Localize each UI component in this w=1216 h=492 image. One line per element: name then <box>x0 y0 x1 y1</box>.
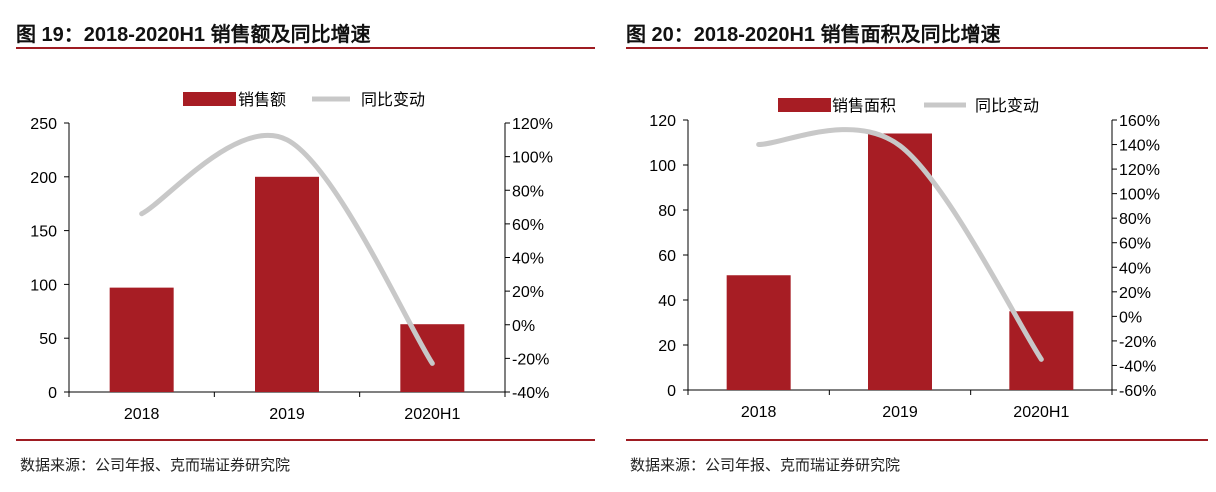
source-note: 数据来源：公司年报、克而瑞证券研究院 <box>630 457 901 474</box>
bar <box>868 133 932 390</box>
y-tick-label: 20 <box>658 338 676 355</box>
legend-bar-swatch <box>778 98 831 112</box>
y2-tick-label: 60% <box>512 217 544 234</box>
chart-panel-2: 图 20：2018-2020H1 销售面积及同比增速 0 20 40 60 80 100 1… <box>626 0 1208 492</box>
legend-bar-swatch <box>183 92 236 106</box>
bar <box>726 275 791 390</box>
source-note: 数据来源：公司年报、克而瑞证券研究院 <box>20 457 291 474</box>
y2-tick-label: 40% <box>1119 260 1151 277</box>
source-rule <box>626 439 1208 441</box>
y2-tick-label: 140% <box>1119 138 1160 155</box>
y2-tick-label: 100% <box>1119 187 1160 204</box>
y-tick-label: 120 <box>649 113 676 130</box>
y2-tick-label: 80% <box>1119 211 1151 228</box>
y2-tick-label: 0% <box>1119 309 1142 326</box>
y-tick-label: 150 <box>30 224 57 241</box>
title-rule <box>626 47 1208 49</box>
y-tick-label: 100 <box>30 277 57 294</box>
y2-tick-label: 20% <box>1119 285 1151 302</box>
title-rule <box>16 47 595 49</box>
series-line <box>139 132 435 366</box>
y-tick-label: 0 <box>667 383 676 400</box>
y-tick-label: 250 <box>30 116 57 133</box>
y2-tick-label: -20% <box>512 351 549 368</box>
y2-tick-label: 20% <box>512 284 544 301</box>
legend-line-label: 同比变动 <box>975 97 1039 115</box>
y2-tick-label: -40% <box>512 385 549 402</box>
y-tick-label: 100 <box>649 158 676 175</box>
y2-tick-label: 120% <box>1119 162 1160 179</box>
x-tick-label: 2019 <box>882 404 918 421</box>
legend-bar-label: 销售额 <box>238 91 286 109</box>
chart-title: 图 20：2018-2020H1 销售面积及同比增速 <box>626 24 1001 46</box>
x-tick-label: 2020H1 <box>1013 404 1069 421</box>
y2-tick-label: 0% <box>512 318 535 335</box>
y-tick-label: 50 <box>39 331 57 348</box>
y-tick-label: 60 <box>658 248 676 265</box>
legend-line-label: 同比变动 <box>361 91 425 109</box>
chart-sales-area: 0 20 40 60 80 100 120 -60% -40% -20% 0% 20% 40% 60% 80… <box>649 97 1160 421</box>
y-tick-label: 0 <box>48 385 57 402</box>
y2-tick-label: 80% <box>512 183 544 200</box>
bar <box>400 324 465 392</box>
x-tick-label: 2020H1 <box>404 406 460 423</box>
chart-sales-amount: 0 50 100 150 200 250 -40% -20% 0% 20% 40% 60% 80% 100… <box>30 91 553 423</box>
y2-tick-label: -60% <box>1119 383 1156 400</box>
y-tick-label: 200 <box>30 170 57 187</box>
y2-tick-label: -40% <box>1119 358 1156 375</box>
y2-tick-label: 120% <box>512 116 553 133</box>
chart-title: 图 19：2018-2020H1 销售额及同比增速 <box>16 24 371 46</box>
x-tick-label: 2019 <box>269 406 305 423</box>
y-tick-label: 40 <box>658 293 676 310</box>
x-tick-label: 2018 <box>124 406 160 423</box>
y2-tick-label: 100% <box>512 150 553 167</box>
source-rule <box>16 439 595 441</box>
y2-tick-label: 40% <box>512 251 544 268</box>
y2-tick-label: 60% <box>1119 236 1151 253</box>
y2-tick-label: -20% <box>1119 334 1156 351</box>
bar <box>255 176 319 392</box>
y2-tick-label: 160% <box>1119 113 1160 130</box>
legend-bar-label: 销售面积 <box>832 97 896 115</box>
chart-panel-1: 图 19：2018-2020H1 销售额及同比增速 0 50 100 150 200 25… <box>16 0 595 492</box>
y-tick-label: 80 <box>658 203 676 220</box>
series-line <box>756 127 1044 362</box>
x-tick-label: 2018 <box>741 404 777 421</box>
bar <box>109 287 174 392</box>
